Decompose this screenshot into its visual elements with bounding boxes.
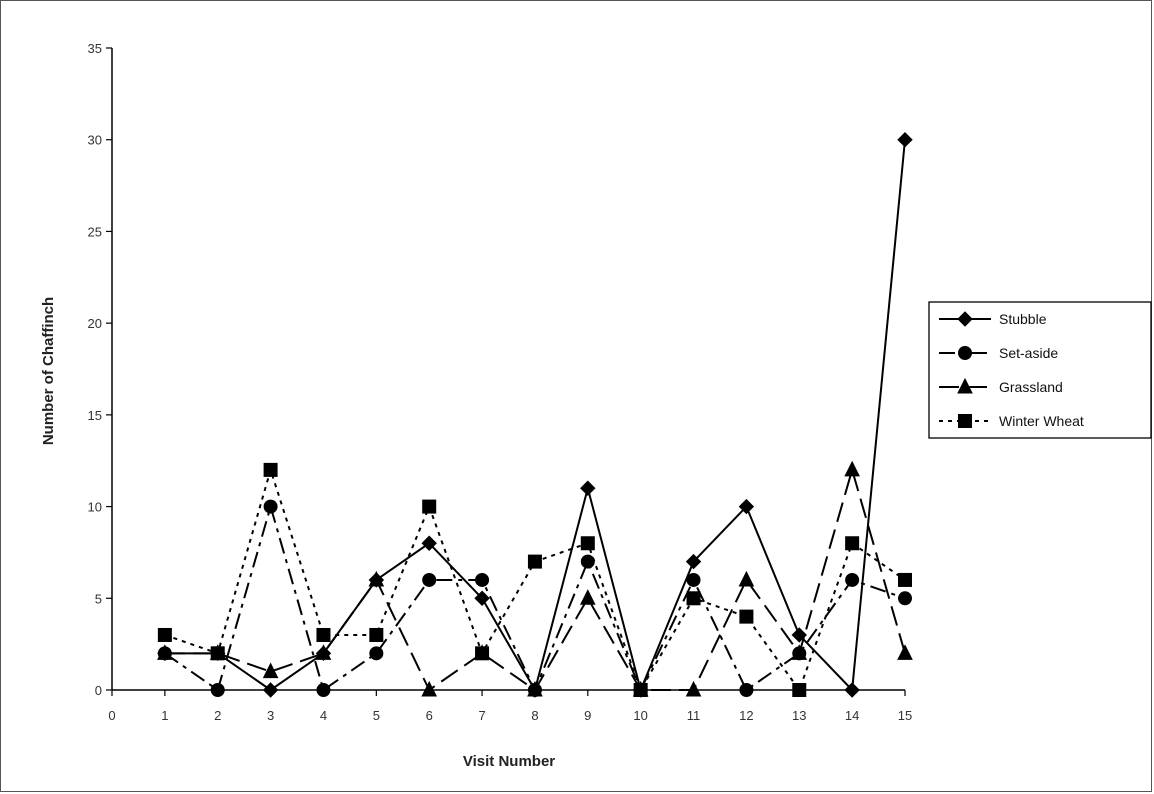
legend-label-set-aside: Set-aside xyxy=(999,345,1058,361)
data-point-winter-wheat xyxy=(580,536,595,551)
y-axis-title: Number of Chaffinch xyxy=(40,297,57,445)
legend-marker-set-aside xyxy=(958,346,972,360)
data-point-winter-wheat xyxy=(263,462,278,477)
legend-label-stubble: Stubble xyxy=(999,311,1047,327)
x-tick-label: 5 xyxy=(373,708,380,723)
data-point-winter-wheat xyxy=(422,499,437,514)
y-tick-label: 0 xyxy=(95,683,102,698)
data-point-winter-wheat xyxy=(210,646,225,661)
data-point-set-aside xyxy=(686,572,701,587)
legend-marker-stubble xyxy=(957,311,973,327)
data-point-stubble xyxy=(421,535,437,551)
data-point-winter-wheat xyxy=(792,683,807,697)
data-point-winter-wheat xyxy=(898,572,912,587)
data-point-set-aside xyxy=(422,572,437,587)
series-grassland xyxy=(157,460,913,697)
data-point-winter-wheat xyxy=(739,609,754,624)
y-tick-label: 35 xyxy=(88,41,102,56)
data-point-grassland xyxy=(897,644,913,660)
x-tick-label: 6 xyxy=(426,708,433,723)
x-tick-label: 1 xyxy=(161,708,168,723)
x-tick-label: 2 xyxy=(214,708,221,723)
data-point-stubble xyxy=(685,553,702,570)
data-point-winter-wheat xyxy=(369,627,384,642)
x-tick-label: 3 xyxy=(267,708,274,723)
y-tick-label: 25 xyxy=(88,224,102,239)
data-point-grassland xyxy=(527,680,543,697)
data-point-winter-wheat xyxy=(475,646,490,661)
series-line-stubble xyxy=(164,139,906,691)
data-point-set-aside xyxy=(263,499,278,514)
data-point-winter-wheat xyxy=(316,627,331,642)
x-axis-title: Visit Number xyxy=(463,753,555,770)
data-point-set-aside xyxy=(845,572,860,587)
x-tick-label: 8 xyxy=(531,708,538,723)
x-tick-label: 15 xyxy=(898,708,912,723)
x-tick-label: 9 xyxy=(584,708,591,723)
data-point-stubble xyxy=(474,590,490,606)
data-point-grassland xyxy=(791,644,808,660)
data-point-winter-wheat xyxy=(845,536,860,551)
series-line-set-aside xyxy=(164,505,906,691)
data-point-set-aside xyxy=(210,683,225,697)
x-tick-label: 0 xyxy=(108,708,115,723)
data-point-grassland xyxy=(262,662,279,679)
data-point-set-aside xyxy=(898,591,912,606)
data-point-grassland xyxy=(844,460,860,477)
data-point-set-aside xyxy=(475,572,490,587)
data-point-grassland xyxy=(579,589,596,605)
data-point-grassland xyxy=(315,644,332,660)
data-point-stubble xyxy=(262,682,279,698)
x-tick-label: 14 xyxy=(845,708,859,723)
data-point-set-aside xyxy=(316,683,331,697)
data-point-winter-wheat xyxy=(686,591,701,606)
data-point-grassland xyxy=(738,570,755,587)
x-tick-label: 10 xyxy=(633,708,647,723)
series-stubble xyxy=(157,132,913,698)
legend-label-winter-wheat: Winter Wheat xyxy=(999,413,1084,429)
x-tick-label: 13 xyxy=(792,708,806,723)
y-tick-label: 5 xyxy=(95,591,102,606)
series-layer xyxy=(157,132,913,698)
data-point-grassland xyxy=(157,644,173,660)
data-point-stubble xyxy=(738,498,755,515)
data-point-winter-wheat xyxy=(633,683,648,697)
data-point-stubble xyxy=(580,480,596,496)
series-winter-wheat xyxy=(157,462,912,697)
legend-marker-grassland xyxy=(957,377,973,394)
y-tick-label: 20 xyxy=(88,316,102,331)
data-point-winter-wheat xyxy=(527,554,542,569)
data-point-stubble xyxy=(897,132,913,148)
x-tick-label: 11 xyxy=(687,708,701,723)
legend-label-grassland: Grassland xyxy=(999,379,1063,395)
y-tick-label: 30 xyxy=(88,133,102,148)
x-tick-label: 12 xyxy=(739,708,753,723)
x-tick-label: 4 xyxy=(320,708,327,723)
data-point-stubble xyxy=(844,682,860,698)
y-tick-label: 10 xyxy=(88,500,102,515)
data-point-grassland xyxy=(685,680,702,697)
legend-marker-winter-wheat xyxy=(958,414,972,428)
data-point-grassland xyxy=(368,570,385,587)
data-point-set-aside xyxy=(739,683,754,697)
data-point-winter-wheat xyxy=(157,627,172,642)
x-tick-label: 7 xyxy=(478,708,485,723)
data-point-grassland xyxy=(421,680,438,697)
legend: Stubble Set-aside Grassland Winter Wheat xyxy=(928,301,1152,439)
y-tick-label: 15 xyxy=(88,408,102,423)
data-point-set-aside xyxy=(580,554,595,569)
data-point-set-aside xyxy=(369,646,384,661)
